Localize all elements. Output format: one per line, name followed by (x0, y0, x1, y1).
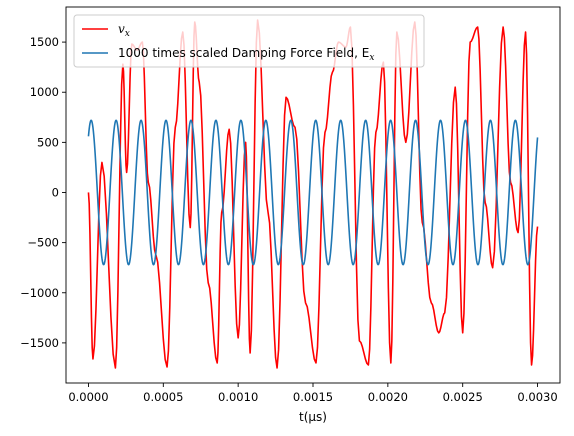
x-tick-label: 0.0005 (143, 390, 183, 404)
legend-entry: vx (118, 22, 130, 39)
y-tick-label: −1000 (20, 286, 59, 300)
ticks-group: 0.0000 0.0005 0.0010 0.0015 0.0020 0.0025 0.00… (20, 35, 558, 404)
legend-entry-subscript: x (369, 53, 374, 63)
legend-entry-main: v (118, 22, 125, 36)
x-tick-label: 0.0015 (293, 390, 333, 404)
y-tick-label: 500 (37, 135, 59, 149)
series-line-0 (87, 19, 539, 369)
series-line-1 (87, 119, 539, 266)
legend-entry-main: 1000 times scaled Damping Force Field, E (118, 46, 369, 60)
y-tick-label: 1500 (30, 35, 59, 49)
legend-entry-subscript: x (125, 29, 130, 39)
x-tick-label: 0.0010 (218, 390, 258, 404)
y-tick-label: 0 (52, 185, 59, 199)
y-tick-label: 1000 (30, 85, 59, 99)
y-tick-label: −500 (27, 236, 59, 250)
x-tick-label: 0.0020 (368, 390, 408, 404)
y-tick-label: −1500 (20, 336, 59, 350)
legend-box (73, 14, 425, 68)
legend-entry: 1000 times scaled Damping Force Field, E… (118, 46, 374, 63)
x-tick-label: 0.0030 (517, 390, 557, 404)
x-tick-label: 0.0000 (68, 390, 108, 404)
series-group (87, 19, 539, 369)
x-tick-label: 0.0025 (443, 390, 483, 404)
x-axis-label: t(μs) (299, 410, 327, 424)
